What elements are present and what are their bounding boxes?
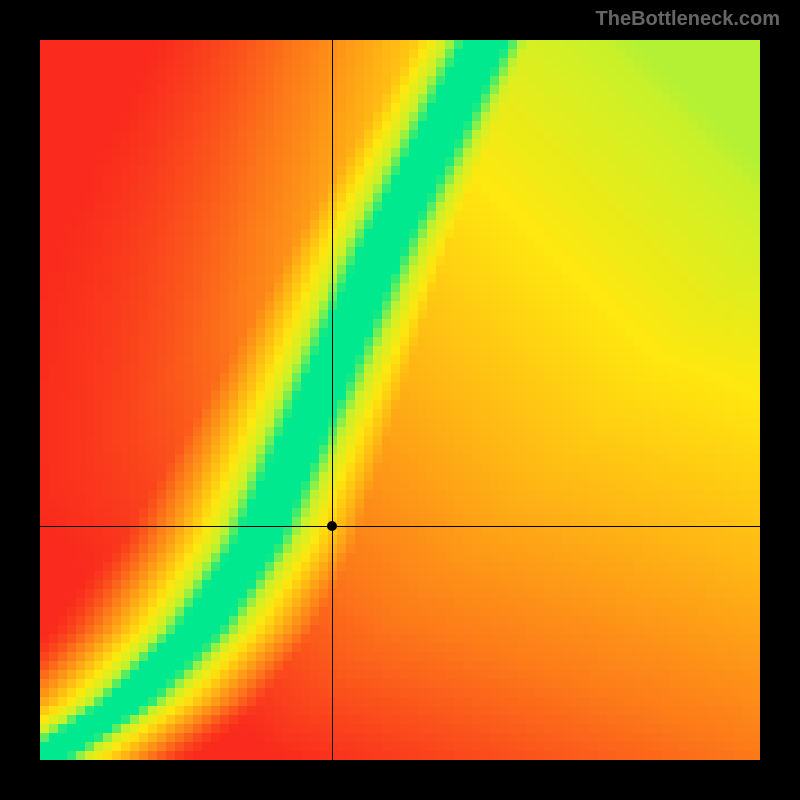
chart-container: TheBottleneck.com: [0, 0, 800, 800]
watermark-label: TheBottleneck.com: [596, 8, 780, 31]
heatmap-canvas: [40, 40, 760, 760]
crosshair-vertical: [332, 40, 333, 760]
crosshair-horizontal: [40, 526, 760, 527]
plot-area: [40, 40, 760, 760]
marker-dot: [327, 521, 337, 531]
